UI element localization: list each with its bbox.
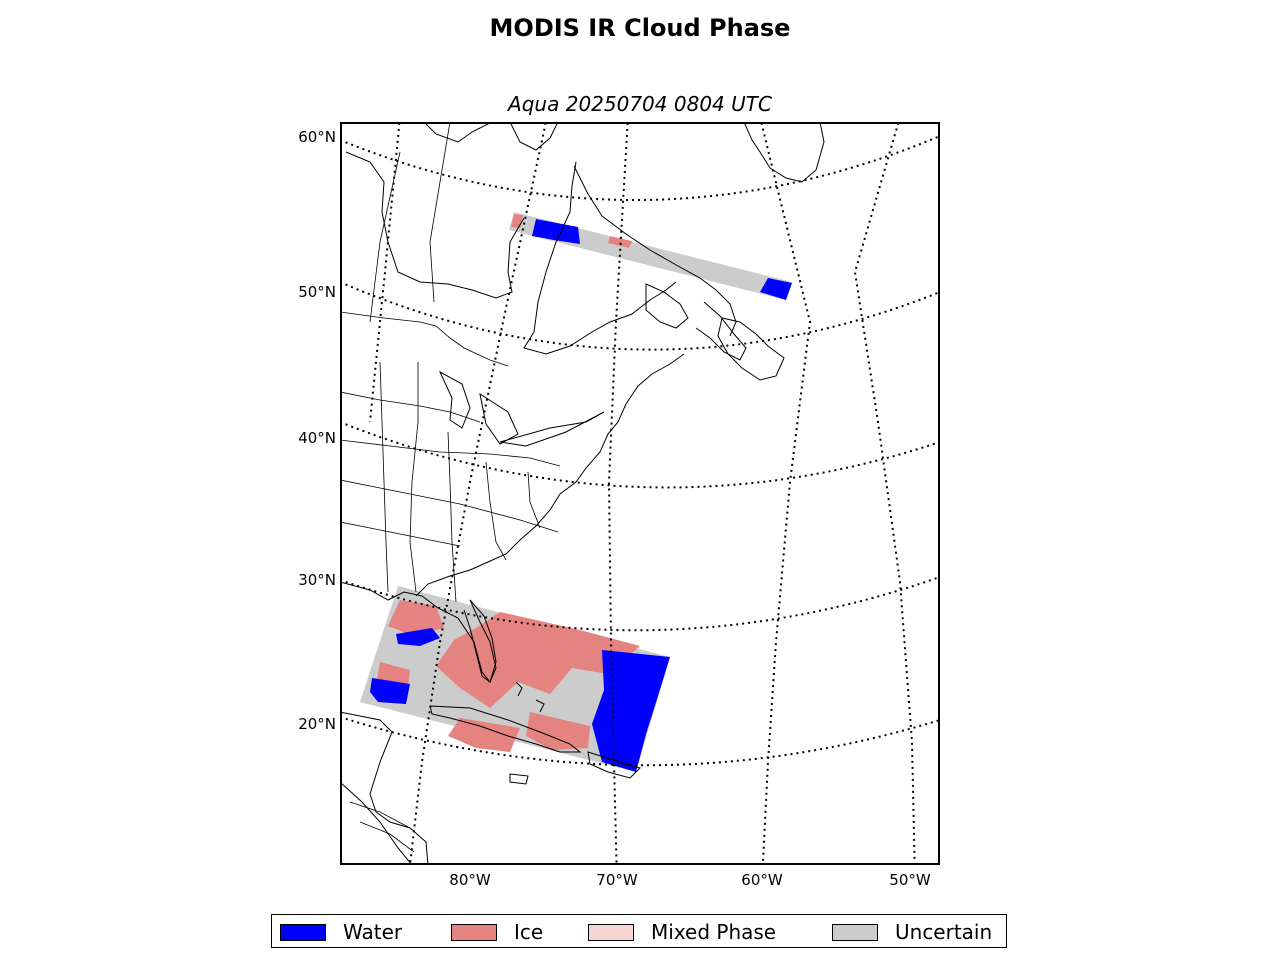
lat-label-20n: 20°N <box>298 715 336 733</box>
legend-item-uncertain: Uncertain <box>832 915 992 949</box>
chart-subtitle: Aqua 20250704 0804 UTC <box>508 92 772 116</box>
great-lakes <box>438 370 605 447</box>
legend-swatch-mixed-phase <box>588 923 634 941</box>
legend-label-uncertain: Uncertain <box>895 920 993 944</box>
legend-label-ice: Ice <box>514 920 544 944</box>
legend-swatch-ice <box>451 923 497 941</box>
labrador-quebec-coast <box>523 161 737 355</box>
legend-item-mixed-phase: Mixed Phase <box>588 915 776 949</box>
central-america <box>341 711 429 864</box>
legend-label-water: Water <box>343 920 403 944</box>
lat-label-30n: 30°N <box>298 571 336 589</box>
swath-north-ice-1 <box>608 236 632 248</box>
lat-label-40n: 40°N <box>298 429 336 447</box>
legend-label-mixed-phase: Mixed Phase <box>651 920 777 944</box>
lat-label-50n: 50°N <box>298 283 336 301</box>
legend: Water Ice Mixed Phase Uncertain <box>271 914 1007 948</box>
graticule-meridians <box>369 123 916 864</box>
legend-swatch-water <box>280 923 326 941</box>
graticule-parallels <box>341 135 939 767</box>
chart-title: MODIS IR Cloud Phase <box>489 14 791 42</box>
hudson-bay-coast <box>345 151 525 299</box>
legend-swatch-uncertain <box>832 923 878 941</box>
hispaniola <box>587 751 641 779</box>
coastlines <box>341 123 825 864</box>
swath-south-ice <box>376 600 640 752</box>
swath-south-water <box>370 628 670 772</box>
gulf-coast <box>341 581 497 683</box>
cloud-swath-south <box>360 586 670 772</box>
lat-label-60n: 60°N <box>298 128 336 146</box>
cuba <box>429 705 582 753</box>
greenland-coast <box>743 123 825 183</box>
baffin-coast <box>424 123 559 151</box>
jamaica <box>509 773 529 785</box>
us-east-coast <box>415 353 685 597</box>
political-borders <box>341 123 561 853</box>
swath-north-uncertain <box>509 212 792 300</box>
cloud-swath-north <box>509 212 792 300</box>
lon-label-60w: 60°W <box>741 871 783 889</box>
swath-north-water-east <box>760 278 792 300</box>
swath-north-water-west <box>532 219 580 244</box>
legend-item-water: Water <box>280 915 402 949</box>
florida-peninsula <box>463 599 497 683</box>
map-panel <box>340 122 940 865</box>
lon-label-80w: 80°W <box>449 871 491 889</box>
lon-label-50w: 50°W <box>889 871 931 889</box>
newfoundland-coast <box>645 283 689 329</box>
bahamas <box>515 681 545 713</box>
nova-scotia-coast <box>695 301 747 361</box>
nl-island-coast <box>717 317 785 381</box>
legend-item-ice: Ice <box>451 915 543 949</box>
lon-label-70w: 70°W <box>596 871 638 889</box>
